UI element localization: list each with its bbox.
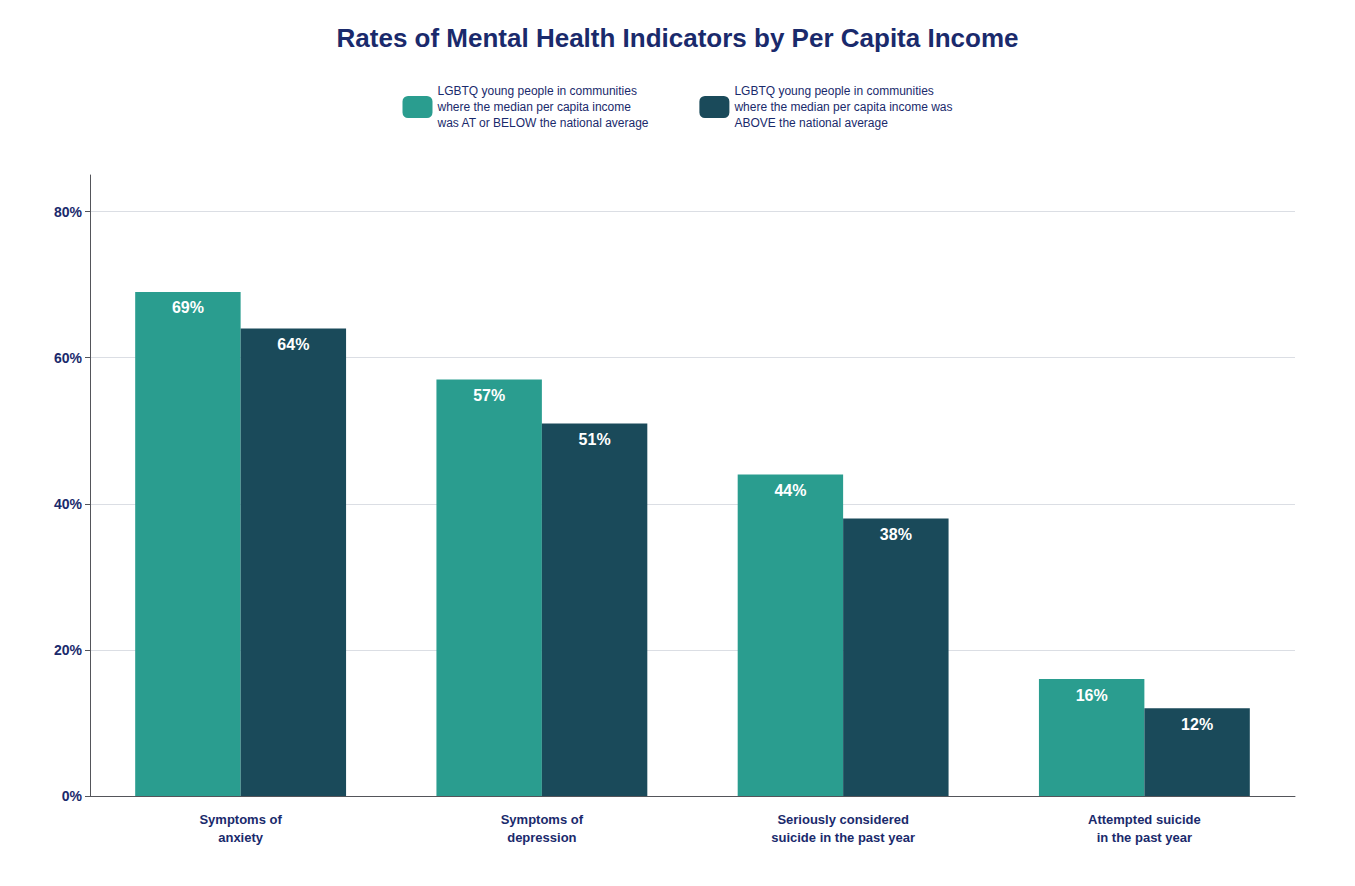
svg-text:in the past year: in the past year (1097, 830, 1192, 845)
svg-text:16%: 16% (1076, 687, 1108, 704)
svg-text:Symptoms of: Symptoms of (199, 812, 282, 827)
svg-text:64%: 64% (277, 336, 309, 353)
svg-text:depression: depression (507, 830, 576, 845)
svg-text:60%: 60% (54, 350, 83, 366)
svg-text:ABOVE the national average: ABOVE the national average (734, 116, 888, 130)
svg-text:0%: 0% (62, 788, 83, 804)
svg-text:anxiety: anxiety (218, 830, 264, 845)
svg-text:Seriously considered: Seriously considered (777, 812, 909, 827)
svg-text:44%: 44% (774, 482, 806, 499)
svg-text:Rates of Mental Health Indicat: Rates of Mental Health Indicators by Per… (337, 23, 1019, 53)
svg-text:40%: 40% (54, 496, 83, 512)
svg-text:Attempted suicide: Attempted suicide (1088, 812, 1201, 827)
svg-text:69%: 69% (172, 299, 204, 316)
svg-text:Symptoms of: Symptoms of (501, 812, 584, 827)
svg-text:12%: 12% (1181, 716, 1213, 733)
svg-text:was AT or BELOW the national a: was AT or BELOW the national average (437, 116, 649, 130)
svg-text:suicide in the past year: suicide in the past year (771, 830, 915, 845)
svg-text:where the median per capita in: where the median per capita income (437, 100, 632, 114)
svg-text:51%: 51% (579, 431, 611, 448)
svg-text:80%: 80% (54, 204, 83, 220)
svg-text:LGBTQ young people in communit: LGBTQ young people in communities (438, 84, 637, 98)
svg-text:LGBTQ young people in communit: LGBTQ young people in communities (734, 84, 933, 98)
svg-text:where the median per capita in: where the median per capita income was (733, 100, 952, 114)
svg-text:20%: 20% (54, 642, 83, 658)
svg-text:57%: 57% (473, 387, 505, 404)
svg-text:38%: 38% (880, 526, 912, 543)
